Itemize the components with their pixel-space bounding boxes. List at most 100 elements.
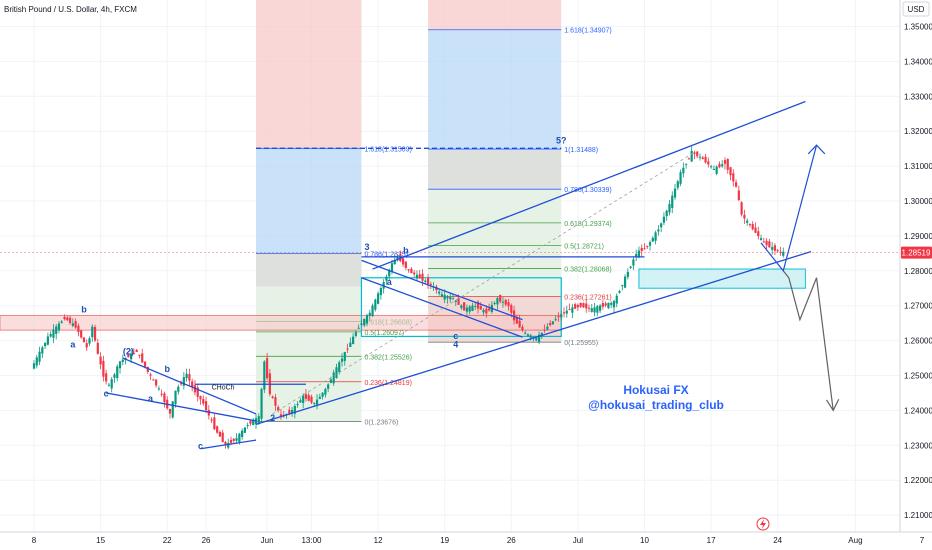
price-tick-label: 1.31000 [904, 162, 932, 171]
candle-body [316, 400, 318, 405]
candle-body [69, 318, 71, 323]
time-tick-label: 17 [707, 536, 716, 545]
candle-body [449, 297, 451, 299]
candle-body [630, 267, 632, 268]
candle-body [341, 358, 343, 361]
candle-body [530, 335, 532, 337]
candle-body [260, 389, 262, 419]
candle-body [607, 303, 609, 308]
fib1-zone-blue [256, 148, 361, 253]
candle-body [241, 431, 243, 437]
candle-body [186, 374, 188, 378]
candle-body [50, 334, 52, 337]
candle-body [213, 417, 215, 429]
candle-body [663, 217, 665, 223]
candle-body [771, 247, 773, 250]
candle-body [80, 331, 82, 338]
candle-body [521, 327, 523, 330]
candle-body [494, 303, 496, 304]
wave-label: c [104, 388, 109, 398]
candle-body [430, 284, 432, 285]
candle-body [699, 157, 701, 158]
candle-body [555, 319, 557, 320]
candle-body [219, 432, 221, 437]
candle-body [88, 338, 90, 343]
fib2-level-label: 0.5(1.28721) [564, 244, 604, 251]
candle-body [416, 275, 418, 279]
candle-body [724, 160, 726, 164]
candle-body [557, 316, 559, 317]
candle-body [655, 232, 657, 240]
candle-body [452, 298, 454, 299]
candle-body [613, 301, 615, 308]
candle-body [161, 394, 163, 395]
time-tick-label: 7 [920, 536, 925, 545]
fib2-grey-band [428, 149, 561, 189]
choch-label: CHoCh [212, 384, 235, 391]
candle-body [202, 399, 204, 404]
candle-body [169, 409, 171, 414]
candle-body [77, 326, 79, 332]
candle-body [371, 305, 373, 316]
candle-body [707, 161, 709, 164]
candle-body [438, 292, 440, 294]
candle-body [97, 343, 99, 354]
candle-body [380, 288, 382, 295]
candle-body [691, 151, 693, 162]
candle-body [408, 269, 410, 270]
candle-body [535, 338, 537, 340]
candle-body [568, 309, 570, 310]
candle-body [657, 229, 659, 231]
price-tick-label: 1.35000 [904, 23, 932, 32]
candle-body [58, 323, 60, 330]
candle-body [754, 228, 756, 233]
time-axis-ticks: 8 15 22 26 Jun 13:00 12 19 26 Jul 10 17 24 Aug 7 [32, 536, 925, 545]
structures [0, 269, 805, 336]
candle-body [668, 204, 670, 212]
candle-body [766, 241, 768, 245]
candle-body [632, 259, 634, 265]
candle-body [729, 167, 731, 175]
candle-body [510, 305, 512, 313]
fib2-level-label: 0.786(1.30339) [564, 187, 611, 194]
candle-body [599, 306, 601, 311]
candle-body [760, 238, 762, 240]
candle-body [230, 440, 232, 443]
price-tick-label: 1.33000 [904, 92, 932, 101]
down-channel-upper [106, 393, 256, 421]
candle-body [91, 327, 93, 338]
candle-body [86, 343, 88, 347]
candle-body [302, 396, 304, 404]
candle-body [741, 202, 743, 214]
candle-body [716, 167, 718, 174]
candle-body [272, 397, 274, 398]
wave-label: 4 [453, 340, 458, 350]
candle-body [427, 278, 429, 284]
time-tick-label: Aug [848, 536, 862, 545]
time-tick-label: 19 [440, 536, 449, 545]
brand-line-1: Hokusai FX [623, 383, 688, 397]
candle-body [666, 211, 668, 216]
wave-label: 3 [364, 242, 369, 252]
candle-body [660, 223, 662, 227]
candle-body [100, 357, 102, 365]
wave-label: 5? [556, 135, 567, 145]
candle-body [41, 347, 43, 353]
candle-body [174, 391, 176, 405]
candle-body [513, 310, 515, 320]
wave-label: b [403, 245, 409, 255]
candle-body [727, 159, 729, 170]
candle-body [346, 348, 348, 349]
candle-body [527, 334, 529, 336]
candle-body [474, 306, 476, 307]
candle-body [158, 388, 160, 389]
candle-body [652, 238, 654, 242]
time-tick-label: 24 [773, 536, 782, 545]
fib2-level-label: 0.618(1.29374) [564, 221, 611, 228]
time-tick-label: Jul [573, 536, 583, 545]
time-tick-label: 15 [96, 536, 105, 545]
price-tick-label: 1.22000 [904, 476, 932, 485]
candle-body [360, 324, 362, 325]
lightning-icon[interactable] [757, 518, 769, 530]
